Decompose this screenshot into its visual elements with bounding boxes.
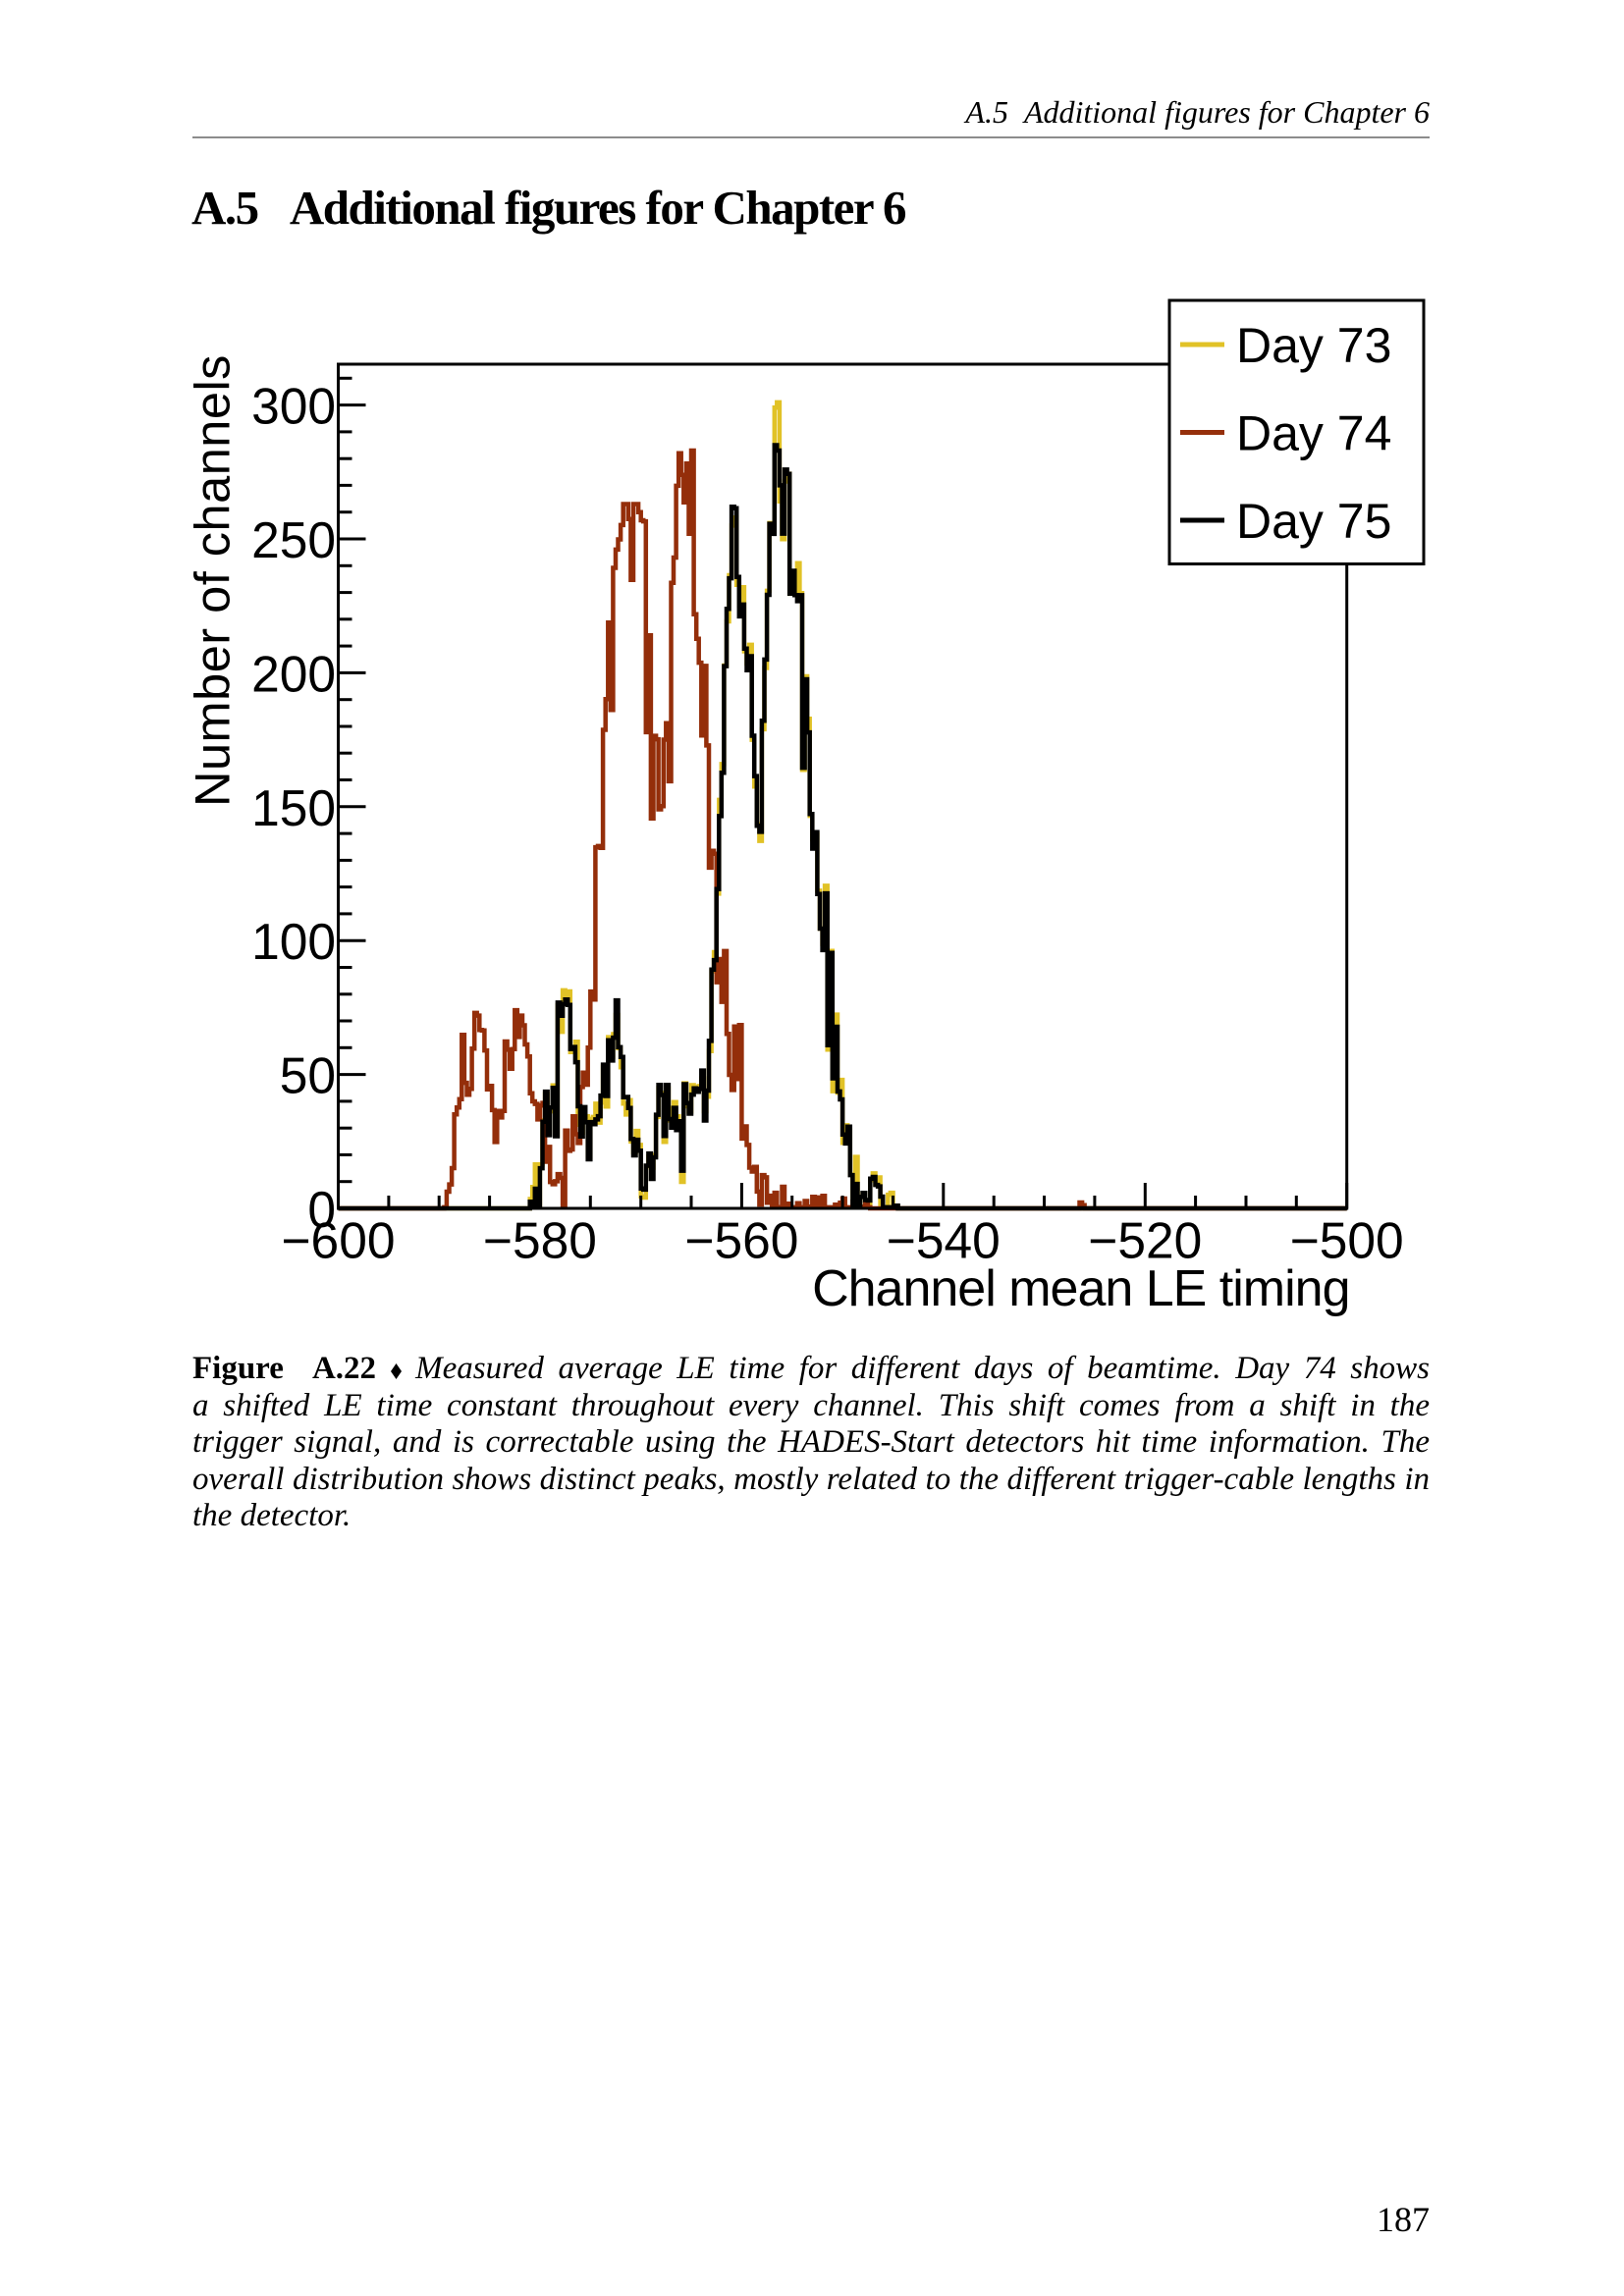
svg-text:100: 100 — [251, 913, 336, 970]
svg-text:Channel mean LE timing: Channel mean LE timing — [812, 1260, 1349, 1317]
svg-text:Number of channels: Number of channels — [185, 354, 241, 807]
svg-text:300: 300 — [251, 378, 336, 435]
svg-text:250: 250 — [251, 511, 336, 568]
svg-text:−500: −500 — [1290, 1212, 1404, 1269]
svg-text:−560: −560 — [684, 1212, 798, 1269]
svg-text:200: 200 — [251, 645, 336, 702]
svg-text:0: 0 — [307, 1181, 336, 1238]
svg-text:150: 150 — [251, 779, 336, 836]
svg-text:Day 75: Day 75 — [1236, 494, 1391, 549]
svg-text:−580: −580 — [483, 1212, 597, 1269]
svg-text:−520: −520 — [1088, 1212, 1202, 1269]
svg-text:Day 74: Day 74 — [1236, 406, 1391, 461]
svg-text:50: 50 — [280, 1047, 336, 1104]
svg-text:−600: −600 — [281, 1212, 395, 1269]
svg-text:−540: −540 — [887, 1212, 1001, 1269]
svg-text:Day 73: Day 73 — [1236, 318, 1391, 373]
